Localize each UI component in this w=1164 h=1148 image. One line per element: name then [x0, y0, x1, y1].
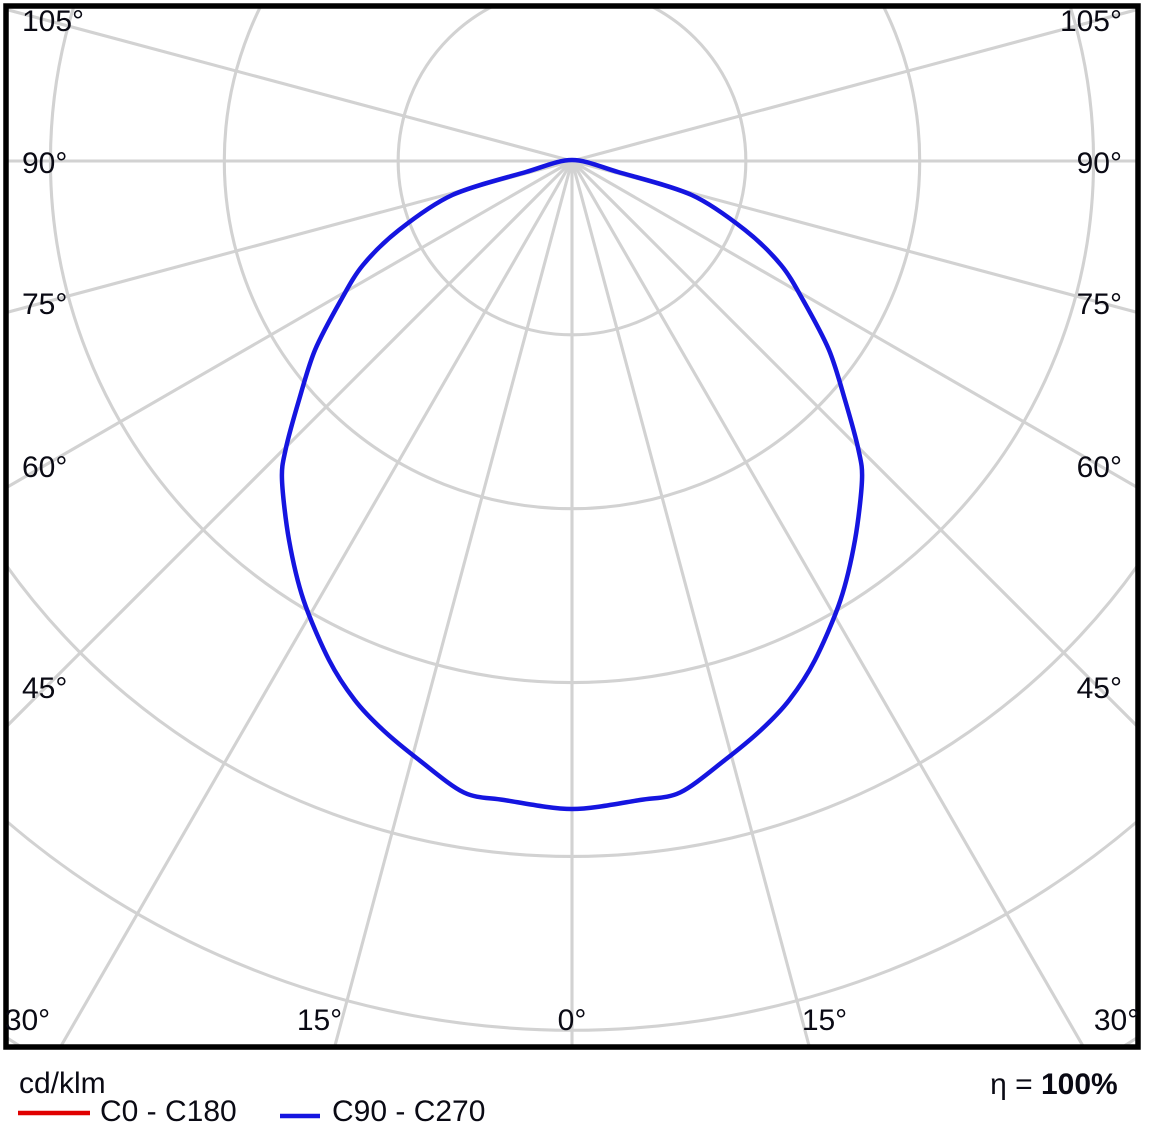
svg-text:η = 100%: η = 100% — [990, 1068, 1118, 1101]
svg-text:75°: 75° — [1077, 288, 1122, 321]
svg-text:90°: 90° — [22, 147, 67, 180]
svg-text:60°: 60° — [22, 451, 67, 484]
svg-text:15°: 15° — [802, 1004, 847, 1037]
svg-text:C0 - C180: C0 - C180 — [100, 1095, 237, 1128]
svg-text:0°: 0° — [558, 1004, 587, 1037]
svg-text:90°: 90° — [1077, 147, 1122, 180]
svg-text:45°: 45° — [1077, 672, 1122, 705]
svg-text:30°: 30° — [1094, 1004, 1139, 1037]
svg-text:105°: 105° — [22, 5, 84, 38]
svg-text:15°: 15° — [297, 1004, 342, 1037]
svg-text:30°: 30° — [5, 1004, 50, 1037]
svg-text:75°: 75° — [22, 288, 67, 321]
svg-text:60°: 60° — [1077, 451, 1122, 484]
svg-text:45°: 45° — [22, 672, 67, 705]
svg-text:C90 - C270: C90 - C270 — [332, 1095, 485, 1128]
svg-text:cd/klm: cd/klm — [19, 1067, 106, 1100]
svg-text:105°: 105° — [1060, 5, 1122, 38]
